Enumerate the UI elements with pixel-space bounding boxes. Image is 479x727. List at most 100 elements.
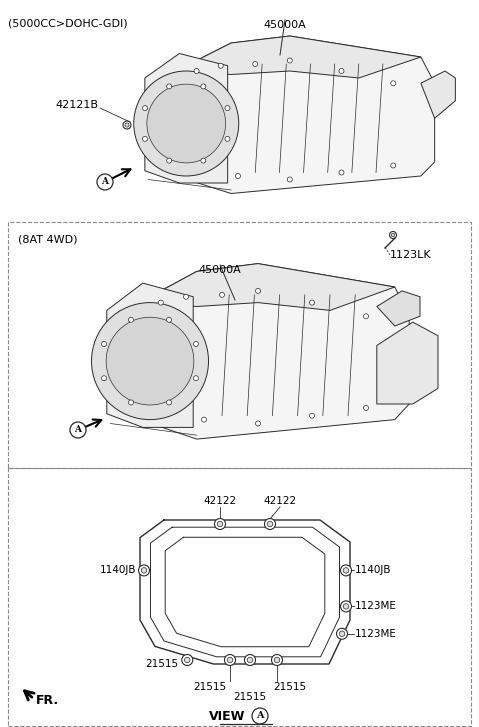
Circle shape — [218, 63, 223, 68]
Circle shape — [160, 97, 213, 150]
Circle shape — [287, 58, 292, 63]
Circle shape — [225, 137, 230, 141]
Circle shape — [128, 317, 134, 322]
Circle shape — [141, 568, 147, 573]
Text: 42122: 42122 — [204, 496, 237, 506]
Circle shape — [339, 68, 344, 73]
Text: 45000A: 45000A — [199, 265, 241, 275]
Polygon shape — [377, 322, 438, 404]
Circle shape — [143, 105, 148, 111]
Circle shape — [91, 302, 208, 419]
Circle shape — [225, 105, 230, 111]
Circle shape — [134, 345, 166, 377]
Circle shape — [339, 170, 344, 175]
Polygon shape — [139, 264, 395, 310]
Text: 21515: 21515 — [233, 692, 266, 702]
Circle shape — [247, 657, 253, 663]
Circle shape — [236, 174, 240, 179]
Circle shape — [255, 289, 261, 294]
Circle shape — [183, 294, 189, 300]
Circle shape — [125, 123, 129, 127]
Circle shape — [343, 568, 349, 573]
Circle shape — [106, 317, 194, 405]
Text: FR.: FR. — [36, 694, 59, 707]
Circle shape — [184, 657, 190, 663]
Text: 21515: 21515 — [274, 682, 307, 692]
Polygon shape — [139, 264, 409, 439]
Circle shape — [123, 121, 131, 129]
Circle shape — [121, 332, 179, 390]
Circle shape — [143, 354, 157, 368]
Circle shape — [194, 68, 199, 73]
Circle shape — [70, 422, 86, 438]
Text: 42121B: 42121B — [55, 100, 98, 110]
Text: 21515: 21515 — [145, 659, 178, 669]
Circle shape — [201, 84, 206, 89]
Circle shape — [97, 174, 113, 190]
Circle shape — [343, 603, 349, 609]
Circle shape — [167, 317, 171, 322]
Circle shape — [217, 521, 223, 527]
Text: (5000CC>DOHC-GDI): (5000CC>DOHC-GDI) — [8, 18, 127, 28]
Circle shape — [391, 163, 396, 168]
Circle shape — [389, 231, 397, 238]
Text: 1123ME: 1123ME — [355, 629, 397, 639]
Circle shape — [134, 71, 239, 176]
Circle shape — [158, 300, 163, 305]
Text: 1140JB: 1140JB — [100, 566, 137, 575]
Circle shape — [341, 601, 352, 612]
Circle shape — [201, 158, 206, 163]
Circle shape — [339, 631, 345, 637]
Polygon shape — [145, 54, 228, 183]
Circle shape — [264, 518, 275, 529]
Text: 45000A: 45000A — [263, 20, 307, 30]
Circle shape — [225, 654, 236, 665]
Polygon shape — [176, 36, 421, 78]
Text: 1123ME: 1123ME — [355, 601, 397, 611]
Polygon shape — [421, 71, 456, 119]
Text: A: A — [102, 177, 109, 187]
Circle shape — [391, 233, 395, 237]
Text: VIEW: VIEW — [209, 710, 245, 723]
Circle shape — [391, 81, 396, 86]
Circle shape — [167, 158, 171, 163]
Circle shape — [309, 300, 315, 305]
Circle shape — [215, 518, 226, 529]
Circle shape — [182, 654, 193, 665]
Text: (8AT 4WD): (8AT 4WD) — [18, 234, 78, 244]
Circle shape — [255, 421, 261, 426]
Circle shape — [244, 654, 255, 665]
Circle shape — [252, 708, 268, 724]
Text: A: A — [75, 425, 81, 435]
Circle shape — [102, 342, 106, 347]
Text: A: A — [256, 712, 264, 720]
Polygon shape — [176, 36, 434, 193]
Circle shape — [337, 628, 347, 639]
Circle shape — [138, 565, 149, 576]
Circle shape — [364, 406, 368, 411]
Text: 1123LK: 1123LK — [390, 250, 432, 260]
Circle shape — [102, 376, 106, 381]
Circle shape — [253, 62, 258, 66]
Circle shape — [194, 342, 198, 347]
Circle shape — [171, 109, 201, 138]
Circle shape — [147, 84, 226, 163]
Circle shape — [274, 657, 280, 663]
Circle shape — [167, 400, 171, 405]
Circle shape — [128, 400, 134, 405]
Circle shape — [341, 565, 352, 576]
Text: 21515: 21515 — [194, 682, 227, 692]
Circle shape — [202, 417, 206, 422]
Circle shape — [219, 292, 225, 297]
Circle shape — [227, 657, 233, 663]
Circle shape — [267, 521, 273, 527]
Circle shape — [272, 654, 283, 665]
Circle shape — [309, 413, 315, 418]
Polygon shape — [377, 291, 420, 326]
Circle shape — [287, 177, 292, 182]
Polygon shape — [107, 283, 193, 427]
Circle shape — [194, 376, 198, 381]
Circle shape — [167, 84, 171, 89]
Circle shape — [180, 117, 193, 130]
Circle shape — [143, 137, 148, 141]
